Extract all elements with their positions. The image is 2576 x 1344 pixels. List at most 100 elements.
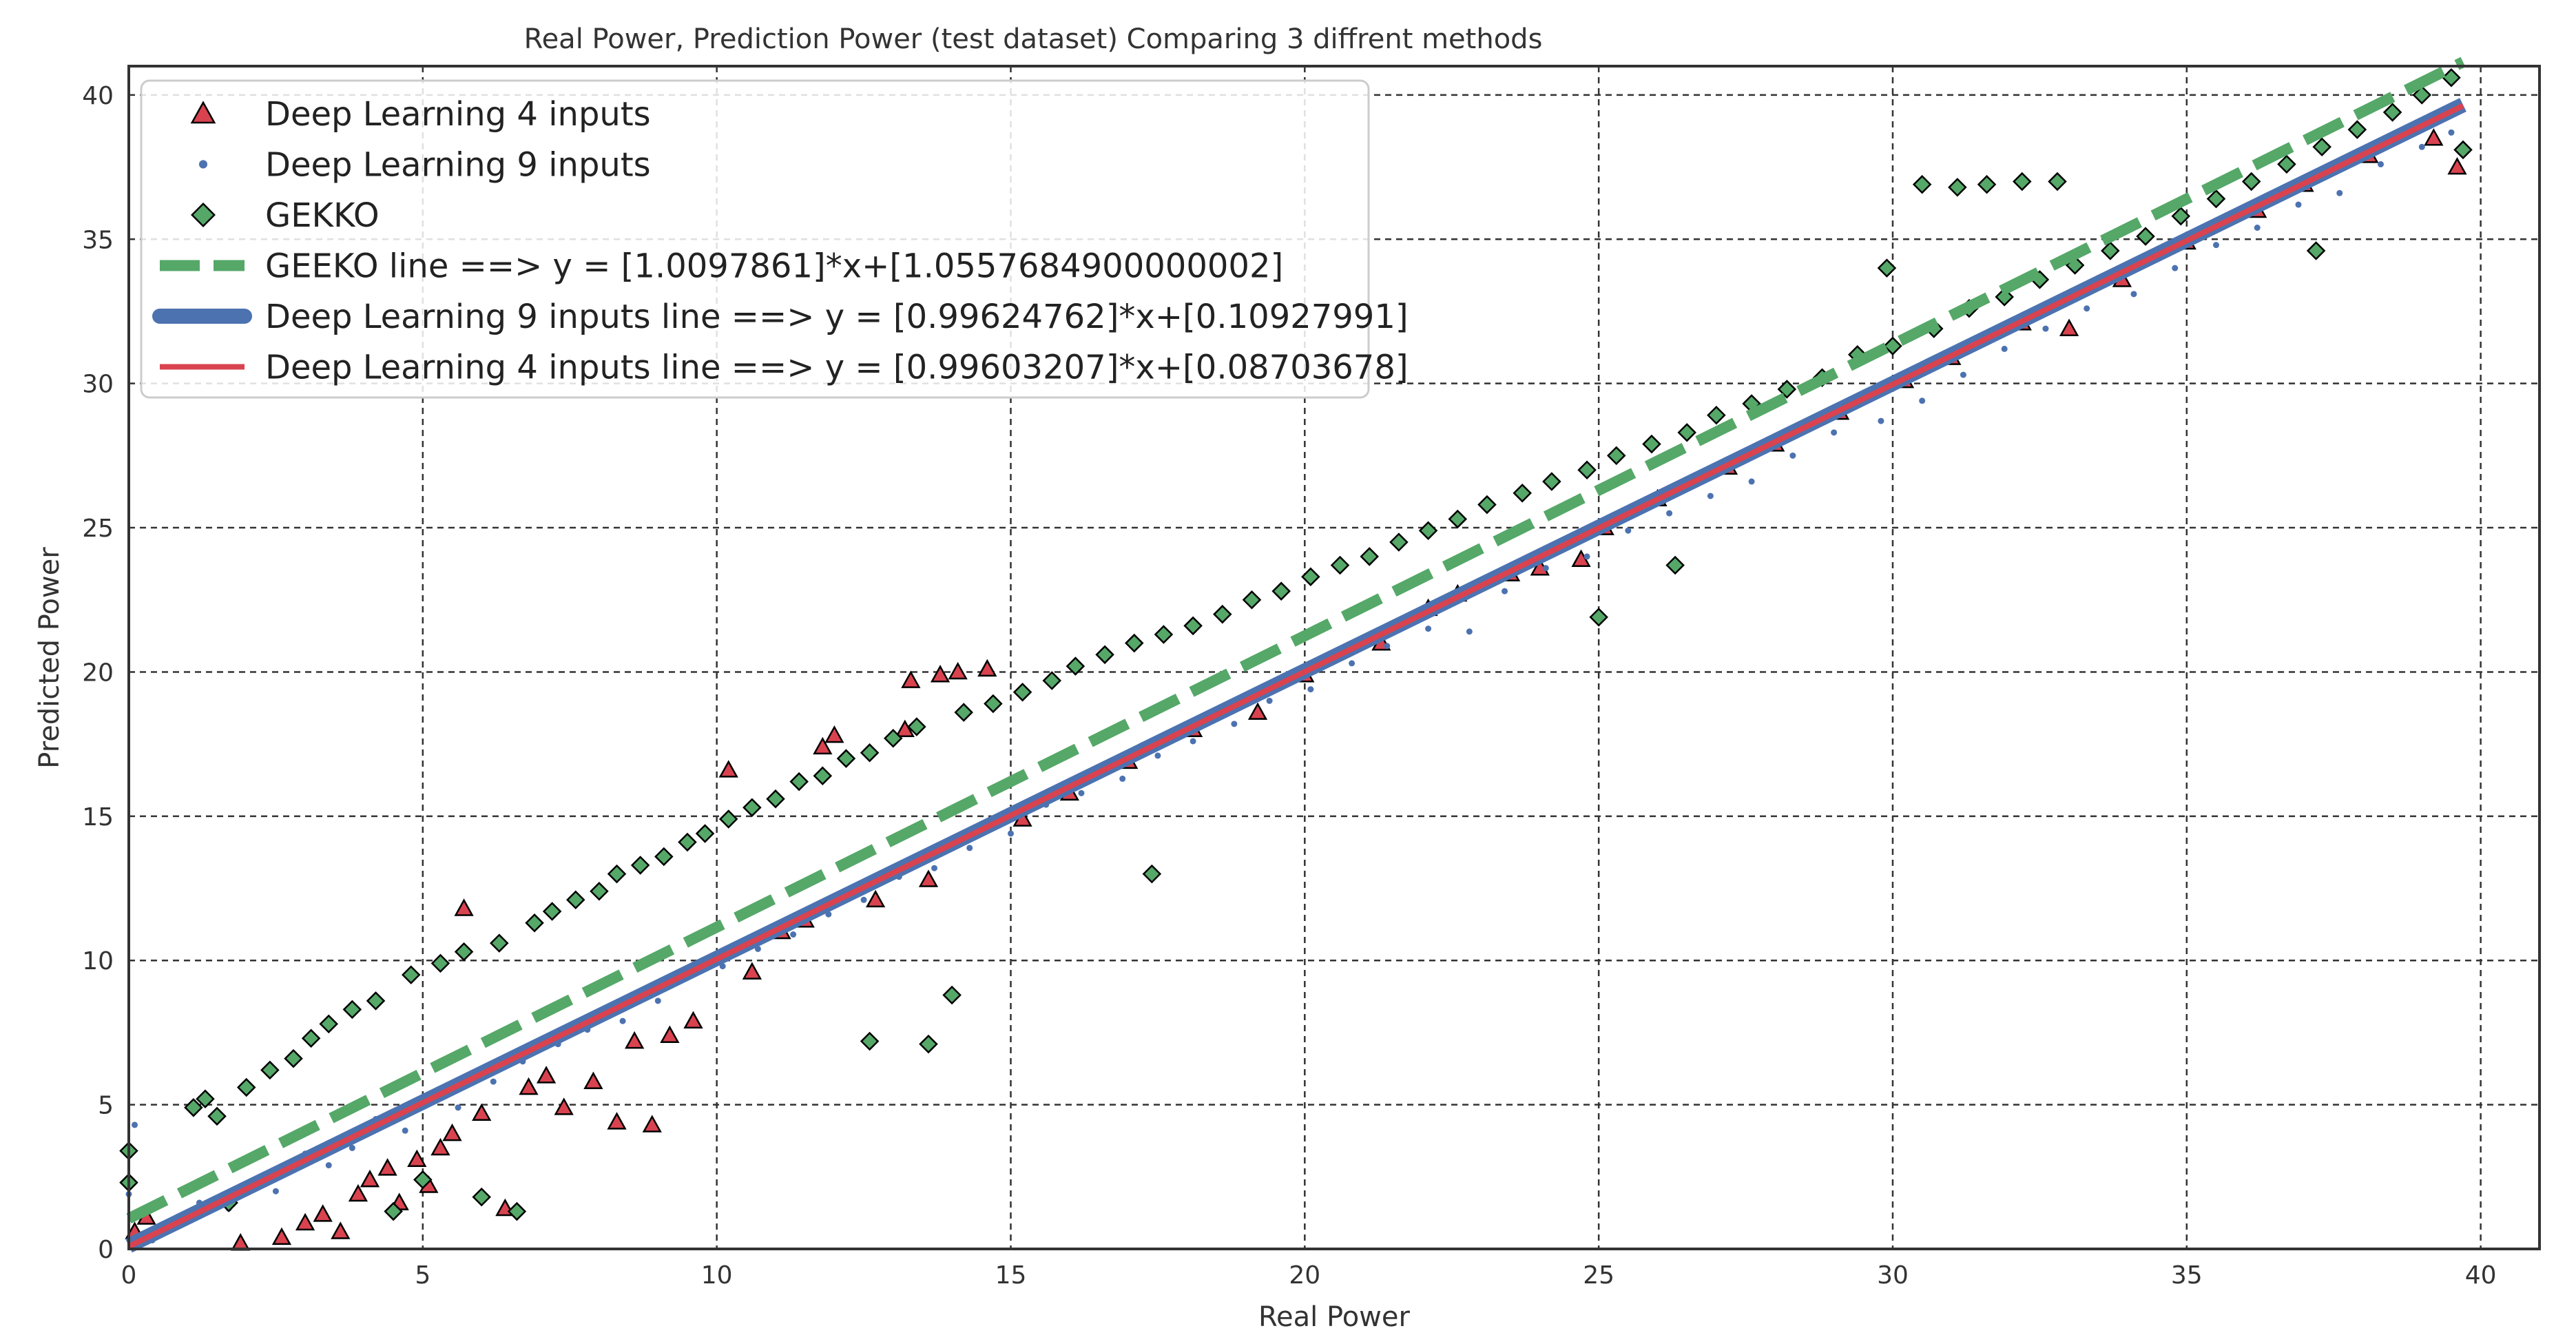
gekko-point bbox=[1542, 472, 1561, 491]
dl4-point bbox=[271, 1227, 292, 1245]
gekko-point bbox=[236, 1077, 256, 1097]
dl4-point bbox=[901, 670, 921, 688]
dl4-point bbox=[683, 1011, 703, 1029]
chart-title: Real Power, Prediction Power (test datas… bbox=[524, 23, 1543, 55]
gekko-point bbox=[1389, 533, 1409, 552]
y-axis-ticks: 0 5 10 15 20 25 30 35 40 bbox=[82, 82, 114, 1264]
gekko-point bbox=[1877, 258, 1897, 278]
dl4-point bbox=[377, 1158, 397, 1176]
dl4-point bbox=[348, 1183, 368, 1202]
gekko-point bbox=[507, 1201, 527, 1221]
gekko-fit-line bbox=[126, 56, 2466, 1223]
dl9-point bbox=[619, 1017, 626, 1024]
dl9-point bbox=[1625, 527, 1632, 534]
dl9-point bbox=[2295, 201, 2302, 208]
gekko-point bbox=[678, 832, 697, 852]
gekko-point bbox=[813, 766, 833, 785]
dl4-point bbox=[454, 898, 474, 916]
dl4-point bbox=[430, 1137, 450, 1156]
gekko-point bbox=[1513, 484, 1532, 503]
gekko-point bbox=[490, 933, 509, 953]
dl9-point bbox=[966, 845, 973, 851]
gekko-point bbox=[384, 1201, 403, 1221]
dl9-point bbox=[2336, 189, 2343, 196]
dl4-point bbox=[2447, 156, 2467, 175]
legend-dot-marker bbox=[198, 160, 208, 169]
gekko-point bbox=[1213, 604, 1232, 624]
dl4-point bbox=[930, 665, 951, 683]
gekko-point bbox=[319, 1014, 339, 1034]
gekko-point bbox=[1577, 460, 1597, 480]
dl9-point bbox=[325, 1162, 332, 1169]
x-axis-ticks: 0 5 10 15 20 25 30 35 40 bbox=[121, 1261, 2497, 1290]
dl4-point bbox=[2059, 318, 2079, 336]
dl4-point bbox=[625, 1031, 645, 1049]
x-tick-label: 20 bbox=[1289, 1261, 1320, 1290]
legend-label: Deep Learning 4 inputs bbox=[265, 95, 651, 134]
dl9-point bbox=[272, 1188, 279, 1195]
dl9-point bbox=[1583, 553, 1590, 560]
gekko-point bbox=[954, 703, 973, 722]
legend-items: Deep Learning 4 inputs Deep Learning 9 in… bbox=[152, 95, 1409, 387]
dl4-point bbox=[554, 1097, 574, 1115]
gekko-point bbox=[1977, 174, 1997, 194]
gekko-point bbox=[1012, 682, 1032, 702]
gekko-point bbox=[718, 809, 738, 829]
dl9-point bbox=[2172, 265, 2179, 271]
gekko-point bbox=[836, 749, 856, 768]
x-axis-title: Real Power bbox=[1258, 1301, 1410, 1333]
dl9-point bbox=[2130, 291, 2137, 298]
gekko-point bbox=[1242, 590, 1262, 610]
dl4-point bbox=[407, 1149, 427, 1168]
gekko-point bbox=[2241, 172, 2261, 192]
legend-diamond-marker bbox=[191, 203, 216, 227]
dl4-point bbox=[607, 1112, 627, 1130]
gekko-point bbox=[942, 985, 962, 1005]
gekko-point bbox=[590, 881, 609, 901]
x-tick-label: 25 bbox=[1583, 1261, 1614, 1290]
gekko-point bbox=[472, 1187, 491, 1207]
gekko-point bbox=[766, 789, 785, 809]
gekko-point bbox=[2453, 140, 2473, 160]
gekko-point bbox=[654, 847, 674, 867]
dl4-point bbox=[231, 1233, 251, 1251]
gekko-point bbox=[860, 743, 880, 763]
gekko-point bbox=[907, 717, 926, 736]
dl9-point bbox=[2001, 345, 2008, 352]
dl4-point bbox=[583, 1071, 603, 1089]
gekko-point bbox=[919, 1034, 938, 1054]
gekko-point bbox=[1066, 657, 1086, 676]
dl9-point bbox=[349, 1144, 355, 1151]
dl9-point bbox=[1878, 417, 1884, 424]
legend-box bbox=[140, 79, 1370, 399]
dl9-point bbox=[1542, 565, 1549, 572]
dl9-point bbox=[132, 1121, 138, 1128]
gekko-point bbox=[883, 728, 903, 748]
dl9-point bbox=[931, 865, 938, 871]
gekko-point bbox=[401, 965, 421, 984]
y-axis-title: Predicted Power bbox=[34, 547, 65, 769]
gekko-point bbox=[342, 1000, 362, 1020]
gekko-point bbox=[1183, 616, 1203, 636]
legend-label: Deep Learning 4 inputs line ==> y = [0.9… bbox=[265, 349, 1409, 387]
gekko-point bbox=[1665, 555, 1685, 575]
gekko-point bbox=[184, 1098, 203, 1117]
legend-label: GEEKO line ==> y = [1.0097861]*x+[1.0557… bbox=[265, 247, 1283, 286]
gekko-point bbox=[2206, 189, 2226, 209]
gekko-point bbox=[413, 1170, 433, 1190]
gekko-point bbox=[2277, 154, 2296, 174]
gekko-point bbox=[2306, 241, 2326, 260]
dl9-point bbox=[1707, 493, 1714, 499]
y-tick-label: 25 bbox=[82, 515, 114, 543]
gekko-point bbox=[1042, 671, 1062, 690]
dl4-point bbox=[660, 1025, 680, 1043]
gekko-point bbox=[1677, 423, 1696, 442]
dl9-point bbox=[790, 931, 797, 938]
gekko-point bbox=[454, 942, 474, 962]
x-tick-label: 40 bbox=[2465, 1261, 2497, 1290]
x-tick-label: 5 bbox=[415, 1261, 430, 1290]
gekko-point bbox=[260, 1060, 280, 1080]
dl9-point bbox=[2084, 305, 2090, 312]
gekko-point bbox=[542, 902, 562, 921]
x-tick-label: 15 bbox=[995, 1261, 1027, 1290]
